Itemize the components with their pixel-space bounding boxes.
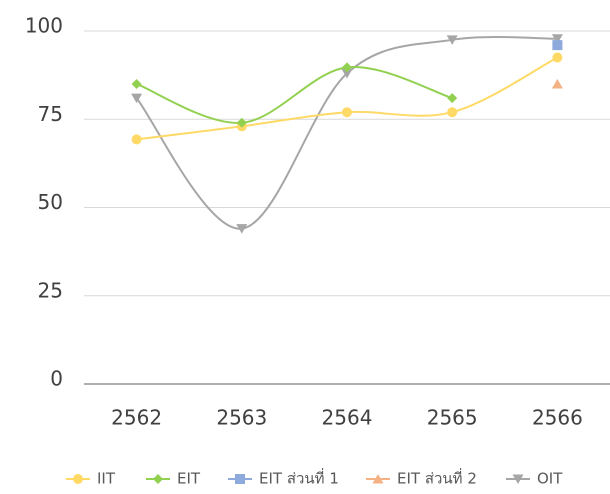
data-point <box>131 78 142 89</box>
legend-label: OIT <box>537 470 563 488</box>
legend-item: OIT <box>506 470 563 488</box>
series-EIT <box>131 62 458 128</box>
y-tick-label: 75 <box>38 102 63 126</box>
y-axis-tick-labels: 0 25 50 75 100 <box>25 14 63 391</box>
series-group <box>131 34 563 234</box>
x-tick-label: 2564 <box>322 406 373 430</box>
legend-marker <box>73 474 83 484</box>
data-point <box>551 34 563 44</box>
data-point <box>447 107 458 118</box>
series-OIT <box>131 34 563 234</box>
data-point <box>131 93 143 104</box>
series-line <box>135 36 558 230</box>
legend-item: EIT ส่วนที่ 2 <box>366 468 477 488</box>
data-point <box>342 107 352 118</box>
legend-item: IIT <box>66 470 116 488</box>
x-tick-label: 2565 <box>427 406 478 430</box>
series-EIT ส่วนที่ 2 <box>551 78 563 89</box>
y-tick-label: 50 <box>38 190 63 214</box>
legend-label: IIT <box>97 470 116 488</box>
legend-item: EIT <box>146 470 201 488</box>
data-point <box>552 40 563 51</box>
legend-marker <box>512 474 524 484</box>
x-tick-label: 2562 <box>111 406 162 430</box>
data-point <box>446 35 458 45</box>
legend-label: EIT <box>177 470 201 488</box>
gridlines <box>84 30 610 297</box>
legend-item: EIT ส่วนที่ 1 <box>228 468 339 488</box>
legend-marker <box>372 474 384 484</box>
data-point <box>551 78 563 89</box>
data-point <box>236 224 248 234</box>
x-axis-tick-labels: 2562 2563 2564 2565 2566 <box>111 406 583 430</box>
series-line <box>136 66 453 124</box>
data-point <box>131 134 142 145</box>
data-point <box>341 68 353 79</box>
data-point <box>236 117 247 128</box>
legend-label: EIT ส่วนที่ 1 <box>259 468 339 488</box>
legend: IIT EIT EIT ส่วนที่ 1 EIT ส่วนที่ 2 OIT <box>66 468 563 488</box>
data-point <box>342 62 352 73</box>
series-EIT ส่วนที่ 1 <box>552 40 563 51</box>
y-tick-label: 100 <box>25 14 63 38</box>
y-tick-label: 25 <box>38 278 63 302</box>
legend-marker <box>235 474 245 484</box>
x-tick-label: 2566 <box>532 406 583 430</box>
data-point <box>552 52 563 63</box>
y-tick-label: 0 <box>50 367 63 391</box>
legend-marker <box>153 474 163 484</box>
data-point <box>447 93 458 104</box>
x-tick-label: 2563 <box>216 406 267 430</box>
legend-label: EIT ส่วนที่ 2 <box>397 468 477 488</box>
